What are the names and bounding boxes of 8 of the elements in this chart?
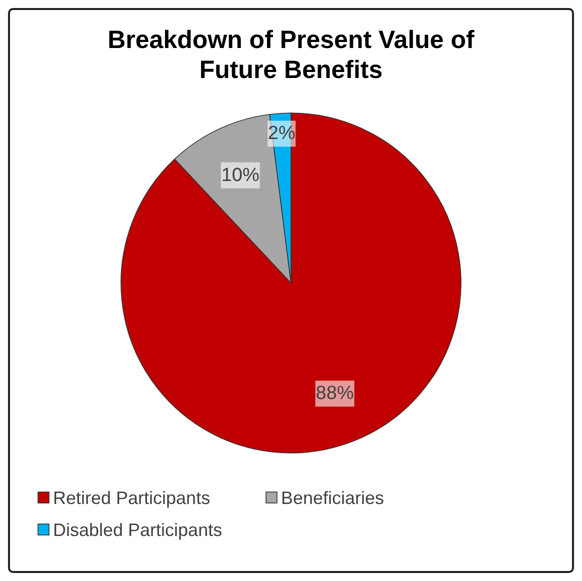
data-label: 10% — [221, 164, 260, 186]
legend-label: Beneficiaries — [281, 488, 384, 508]
data-label: 2% — [268, 123, 296, 144]
legend-label: Disabled Participants — [53, 520, 222, 540]
chart-title: Breakdown of Present Value of Future Benefits — [108, 26, 476, 84]
data-label: 88% — [316, 383, 354, 404]
legend-label: Retired Participants — [53, 488, 210, 508]
pie-slice — [120, 112, 462, 454]
